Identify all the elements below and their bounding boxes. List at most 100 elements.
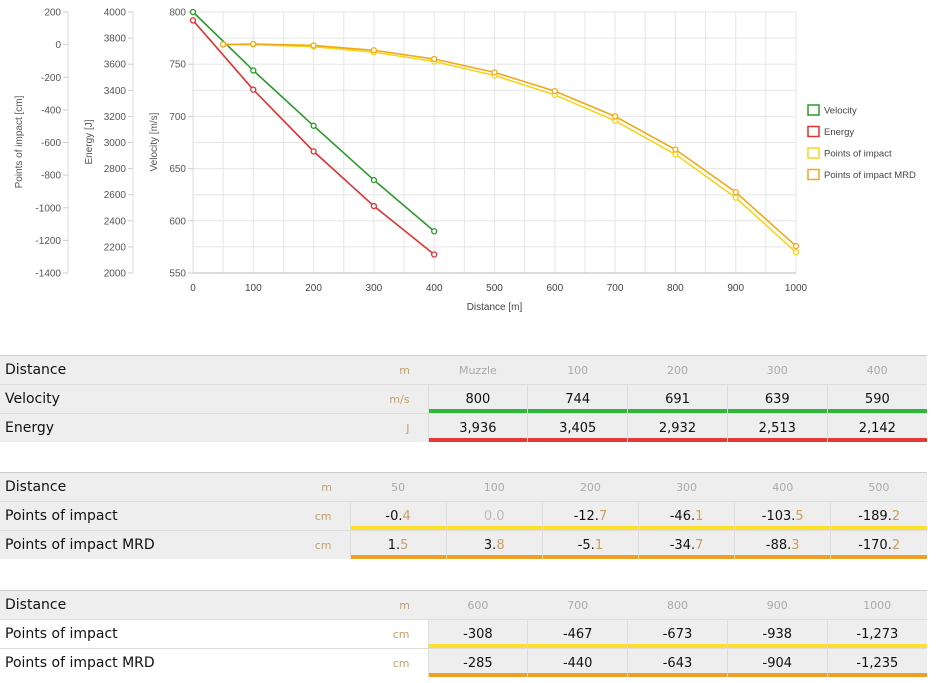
y-tick-label: 2400 bbox=[104, 216, 127, 227]
series-color-bar bbox=[350, 526, 446, 530]
legend-swatch bbox=[807, 125, 820, 138]
value-cell: -673 bbox=[627, 619, 728, 649]
distance-header-cell: 400 bbox=[827, 355, 927, 385]
y-tick-label: 0 bbox=[55, 40, 61, 51]
value-cell: -467 bbox=[527, 619, 628, 649]
series-color-bar bbox=[827, 409, 927, 413]
row-label: Distance bbox=[0, 590, 350, 620]
table-row: Distance m 50 100 200 300 400 500 bbox=[0, 472, 927, 502]
series-color-bar bbox=[727, 644, 827, 648]
y-tick-label: 3000 bbox=[104, 138, 127, 149]
value-cell: 691 bbox=[627, 384, 728, 414]
table-row: Points of impact cm -308 -467 -673 -938 -1,273 bbox=[0, 619, 927, 649]
row-unit: m bbox=[268, 472, 351, 502]
value-cell: 2,513 bbox=[726, 413, 828, 442]
series-line-points-of-impact-mrd bbox=[223, 43, 797, 247]
data-point bbox=[310, 42, 317, 49]
data-point bbox=[491, 69, 498, 76]
row-label: Points of impact bbox=[0, 501, 269, 531]
y-tick-label: -600 bbox=[41, 138, 61, 149]
legend-swatch bbox=[807, 147, 820, 159]
value-cell: -285 bbox=[427, 648, 528, 677]
value-cell: 2,932 bbox=[627, 413, 728, 442]
series-color-bar bbox=[735, 526, 831, 530]
row-label: Distance bbox=[0, 355, 350, 385]
value-cell: 3,936 bbox=[427, 413, 528, 442]
x-tick-label: 600 bbox=[546, 283, 563, 294]
distance-header-cell: 800 bbox=[627, 590, 728, 620]
y-axis-title: Points of impact [cm] bbox=[14, 95, 25, 188]
series-color-bar bbox=[727, 438, 827, 442]
value-cell: -1,273 bbox=[826, 619, 927, 649]
legend-label: Points of impact MRD bbox=[824, 170, 916, 181]
data-point bbox=[370, 202, 378, 210]
legend-label: Points of impact bbox=[824, 149, 892, 160]
distance-header-cell: 200 bbox=[627, 355, 728, 385]
distance-header-cell: 100 bbox=[527, 355, 628, 385]
y-axis-title: Energy [J] bbox=[84, 119, 95, 164]
series-color-bar bbox=[542, 526, 638, 530]
row-label: Points of impact MRD bbox=[0, 530, 269, 559]
data-point bbox=[431, 251, 438, 258]
value-cell: 590 bbox=[826, 384, 927, 414]
value-cell: -170.2 bbox=[830, 530, 927, 559]
series-color-bar bbox=[528, 644, 628, 648]
series-color-bar bbox=[528, 409, 628, 413]
row-unit: J bbox=[350, 413, 428, 442]
value-cell: -189.2 bbox=[830, 501, 927, 531]
x-tick-label: 300 bbox=[366, 283, 383, 294]
y-tick-label: -200 bbox=[41, 73, 61, 84]
x-tick-label: 0 bbox=[190, 283, 196, 294]
y-tick-label: 700 bbox=[169, 112, 186, 123]
value-cell: 3.8 bbox=[445, 530, 543, 559]
series-color-bar bbox=[628, 644, 727, 648]
y-tick-label: 3800 bbox=[104, 34, 127, 45]
data-point bbox=[310, 148, 317, 155]
y-tick-label: 2200 bbox=[104, 242, 127, 253]
row-unit: cm bbox=[350, 648, 428, 677]
data-point bbox=[792, 249, 800, 256]
y-tick-label: 3200 bbox=[104, 112, 127, 123]
points-of-impact-table-far: Distance m 600 700 800 900 1000 Points of impac… bbox=[0, 590, 927, 677]
series-color-bar bbox=[638, 555, 735, 559]
series-color-bar bbox=[446, 526, 542, 530]
value-cell: -643 bbox=[627, 648, 728, 677]
value-cell: 639 bbox=[726, 384, 828, 414]
x-tick-label: 500 bbox=[486, 283, 503, 294]
row-unit: m bbox=[350, 590, 428, 620]
series-color-bar bbox=[831, 555, 927, 559]
table-row: Points of impact MRD cm 1.5 3.8 -5.1 -34.7 -88… bbox=[0, 530, 927, 559]
row-unit: cm bbox=[268, 530, 351, 559]
data-point bbox=[611, 113, 619, 120]
data-point bbox=[370, 47, 378, 54]
table-row: Energy J 3,936 3,405 2,932 2,513 2,142 bbox=[0, 413, 927, 442]
data-point bbox=[189, 8, 197, 16]
points-of-impact-table-near: Distance m 50 100 200 300 400 500 Points of impa… bbox=[0, 472, 927, 559]
x-tick-label: 200 bbox=[305, 283, 322, 294]
table-row: Distance m Muzzle 100 200 300 400 bbox=[0, 355, 927, 385]
distance-header-cell: 100 bbox=[446, 472, 543, 502]
distance-header-cell: 600 bbox=[428, 590, 528, 620]
data-point bbox=[732, 194, 739, 201]
value-cell: -88.3 bbox=[734, 530, 831, 559]
series-color-bar bbox=[827, 438, 927, 442]
data-point bbox=[250, 67, 257, 74]
data-point bbox=[370, 176, 378, 184]
distance-header-cell: 50 bbox=[350, 472, 447, 502]
y-tick-label: 2600 bbox=[104, 190, 127, 201]
y-tick-label: 200 bbox=[44, 8, 61, 19]
row-label: Points of impact bbox=[0, 619, 350, 649]
x-tick-label: 800 bbox=[667, 283, 684, 294]
series-color-bar bbox=[428, 409, 528, 413]
series-color-bar bbox=[528, 438, 628, 442]
distance-header-cell: Muzzle bbox=[428, 355, 528, 385]
value-cell: -904 bbox=[726, 648, 828, 677]
row-unit: m/s bbox=[350, 384, 428, 414]
distance-header-cell: 500 bbox=[830, 472, 927, 502]
data-point bbox=[250, 86, 257, 93]
x-tick-label: 1000 bbox=[785, 283, 808, 294]
series-color-bar bbox=[528, 673, 628, 677]
data-point bbox=[310, 122, 317, 129]
x-tick-label: 400 bbox=[426, 283, 443, 294]
series-color-bar bbox=[727, 673, 827, 677]
